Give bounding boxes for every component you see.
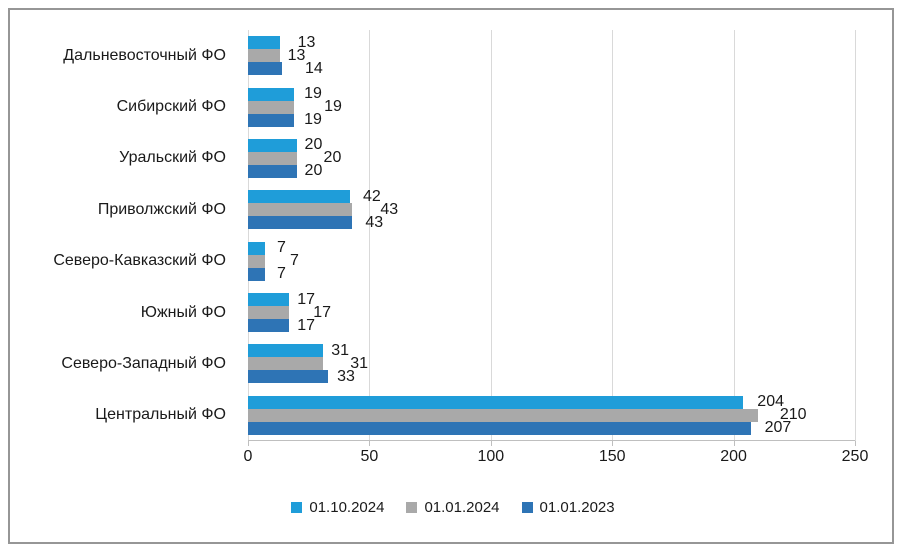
- bar: [248, 344, 324, 358]
- bar: [248, 62, 282, 76]
- plot-area: 13 13 14 19 19 19 20 20 20 42 43 43 7 7 7 17 17 17 31 31 33 2…: [248, 30, 856, 446]
- bar: [248, 267, 265, 281]
- x-axis-label: 250: [841, 448, 869, 465]
- x-axis-label: 150: [598, 448, 626, 465]
- bar: [248, 421, 751, 435]
- category-label: Уральский ФО: [119, 149, 226, 167]
- bar: [248, 113, 295, 127]
- bars-group: 13 13 14 19 19 19 20 20 20 42 43 43 7 7 7 17 17 17 31 31 33 2…: [248, 30, 855, 441]
- chart-border: [8, 8, 894, 544]
- gridline: [369, 30, 371, 441]
- category-label: Южный ФО: [140, 303, 226, 321]
- value-label: 7: [276, 265, 286, 283]
- value-label: 43: [365, 213, 384, 231]
- value-label: 43: [380, 200, 399, 218]
- bar-group: 204 210 207: [248, 390, 855, 441]
- value-label: 17: [297, 290, 316, 308]
- bar: [248, 254, 265, 268]
- axis-tick: [490, 441, 492, 446]
- bar: [248, 216, 353, 230]
- value-label: 17: [297, 316, 316, 334]
- axis-tick: [248, 441, 249, 446]
- x-axis-line: [248, 440, 855, 441]
- value-label: 42: [362, 187, 381, 205]
- axis-tick: [733, 441, 735, 446]
- bar: [248, 395, 744, 409]
- category-label: Северо-Западный ФО: [61, 354, 226, 372]
- legend-label: 01.01.2024: [424, 499, 500, 516]
- value-label: 19: [304, 111, 322, 129]
- bar: [248, 319, 290, 333]
- value-label: 17: [313, 303, 332, 321]
- value-label: 207: [764, 419, 792, 437]
- legend-swatch: [406, 502, 418, 513]
- gridline: [490, 30, 492, 441]
- gridline: [855, 30, 856, 441]
- value-label: 7: [289, 252, 299, 270]
- category-axis: Дальневосточный ФО Сибирский ФО Уральский …: [0, 30, 236, 441]
- axis-tick: [612, 441, 614, 446]
- gridline: [248, 30, 249, 441]
- category-label: Северо-Кавказский ФО: [53, 252, 226, 270]
- value-label: 14: [304, 59, 323, 77]
- legend: 01.10.2024 01.01.2024 01.01.2023: [0, 499, 906, 516]
- bar: [248, 408, 758, 422]
- x-axis-label: 50: [360, 448, 379, 465]
- bar-group: 31 31 33: [248, 338, 855, 389]
- legend-label: 01.10.2024: [309, 499, 385, 516]
- bar: [248, 151, 297, 165]
- category-label: Сибирский ФО: [116, 98, 226, 116]
- gridline: [612, 30, 614, 441]
- bar: [248, 164, 297, 178]
- value-label: 210: [779, 406, 807, 424]
- bar: [248, 370, 329, 384]
- x-axis-label: 200: [720, 448, 747, 465]
- value-label: 19: [324, 98, 342, 116]
- value-label: 31: [331, 341, 350, 359]
- legend-swatch: [521, 502, 533, 513]
- bar: [248, 100, 295, 114]
- value-label: 13: [287, 46, 306, 64]
- bar: [248, 293, 290, 307]
- x-axis-labels: 0 50 100 150 200 250: [244, 448, 869, 468]
- legend-item: 01.10.2024: [291, 499, 384, 516]
- bar: [248, 138, 297, 152]
- value-label: 20: [304, 162, 323, 180]
- bar: [248, 190, 350, 204]
- category-label: Дальневосточный ФО: [63, 46, 226, 64]
- bar-group: 42 43 43: [248, 184, 855, 235]
- category-label: Центральный ФО: [95, 406, 226, 424]
- value-label: 7: [276, 239, 286, 257]
- value-label: 204: [757, 393, 784, 411]
- gridline: [733, 30, 735, 441]
- bar: [248, 306, 290, 320]
- legend-swatch: [291, 502, 303, 513]
- bar: [248, 357, 324, 371]
- value-label: 13: [297, 33, 316, 51]
- axis-tick: [855, 441, 856, 446]
- bar-group: 19 19 19: [248, 81, 855, 132]
- bar: [248, 36, 280, 50]
- bar: [248, 241, 265, 255]
- category-label: Приволжский ФО: [97, 200, 226, 218]
- bar-group: 17 17 17: [248, 287, 855, 338]
- legend-item: 01.01.2023: [521, 499, 615, 516]
- bar-group: 20 20 20: [248, 133, 855, 184]
- value-label: 20: [304, 136, 323, 154]
- bar-group: 13 13 14: [248, 30, 855, 81]
- bar: [248, 87, 295, 101]
- value-label: 20: [323, 149, 342, 167]
- axis-tick: [369, 441, 371, 446]
- legend-label: 01.01.2023: [539, 499, 615, 516]
- x-axis-label: 0: [243, 448, 253, 465]
- value-label: 31: [350, 354, 369, 372]
- value-label: 19: [304, 85, 322, 103]
- x-axis-label: 100: [477, 448, 505, 465]
- value-label: 33: [337, 367, 355, 385]
- bar: [248, 203, 353, 217]
- bar: [248, 49, 280, 63]
- legend-item: 01.01.2024: [406, 499, 500, 516]
